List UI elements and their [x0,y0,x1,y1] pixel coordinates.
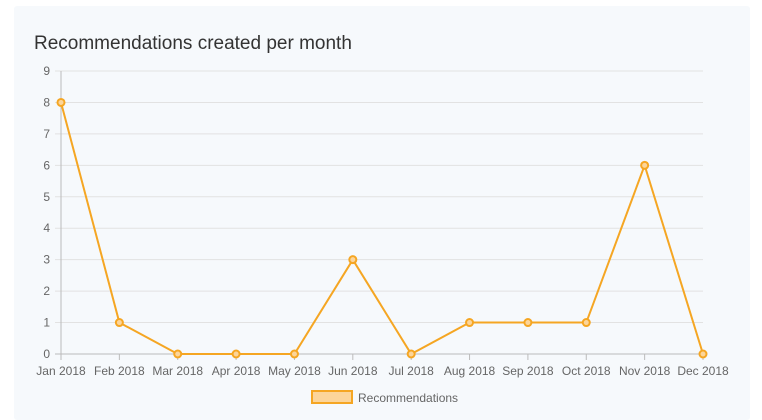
legend[interactable]: Recommendations [311,390,458,405]
data-point [289,349,299,359]
y-tick-label: 9 [43,64,50,78]
x-tick-label: May 2018 [268,364,321,378]
y-tick-label: 4 [43,221,50,235]
y-tick-label: 5 [43,190,50,204]
data-point [640,160,650,170]
y-tick-label: 7 [43,127,50,141]
legend-label[interactable]: Recommendations [358,391,458,405]
x-tick-label: Jan 2018 [36,364,86,378]
data-point [56,97,66,107]
y-tick-label: 0 [43,347,50,361]
series-line-0 [60,102,704,356]
x-tick-label: Aug 2018 [444,364,496,378]
y-tick-label: 6 [43,158,50,172]
data-point [581,318,591,328]
x-tick-label: Apr 2018 [212,364,261,378]
legend-swatch[interactable] [311,390,353,404]
series-layer [56,97,708,359]
y-tick-label: 3 [43,253,50,267]
data-point [523,318,533,328]
data-point [348,255,358,265]
data-point [406,349,416,359]
x-tick-label: Jul 2018 [388,364,434,378]
data-point [173,349,183,359]
x-tick-label: Oct 2018 [562,364,611,378]
x-tick-label: Feb 2018 [94,364,145,378]
x-tick-label: Dec 2018 [677,364,729,378]
y-axis-ticks: 0 1 2 3 4 5 6 7 8 9 [43,64,50,361]
grid-lines [55,70,704,360]
y-tick-label: 2 [43,284,50,298]
data-point [465,318,475,328]
data-point [231,349,241,359]
data-point [114,318,124,328]
x-axis-ticks: Jan 2018 Feb 2018 Mar 2018 Apr 2018 May 2018… [36,364,729,378]
x-tick-label: Sep 2018 [502,364,554,378]
y-tick-label: 8 [43,95,50,109]
x-tick-label: Mar 2018 [152,364,203,378]
x-tick-label: Jun 2018 [328,364,378,378]
chart-title: Recommendations created per month [34,33,352,54]
x-tick-label: Nov 2018 [619,364,671,378]
y-tick-label: 1 [43,316,50,330]
data-point [698,349,708,359]
